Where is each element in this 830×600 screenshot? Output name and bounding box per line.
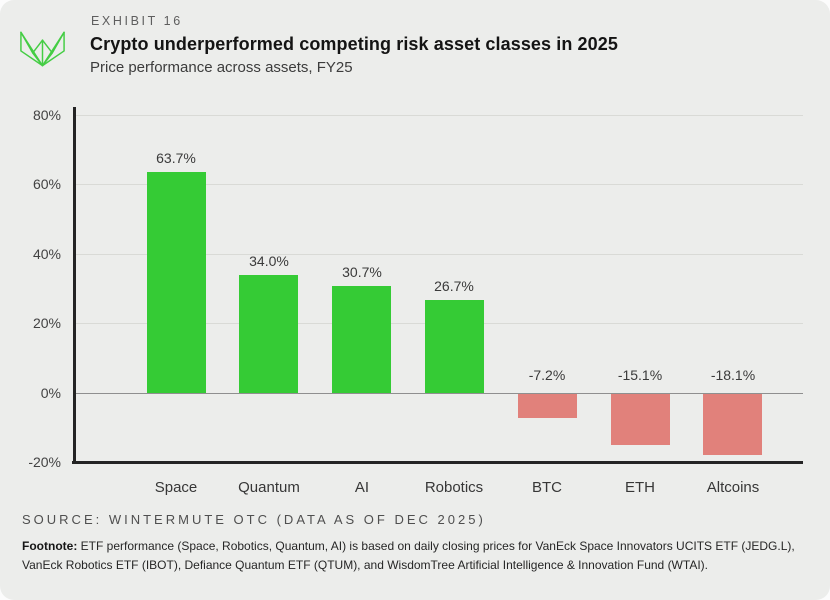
x-category-label: ETH — [625, 479, 655, 496]
bar-btc — [518, 393, 577, 418]
bar-value-label: 34.0% — [249, 253, 289, 269]
footnote: Footnote: ETF performance (Space, Roboti… — [22, 537, 814, 574]
footnote-text: ETF performance (Space, Robotics, Quantu… — [22, 539, 795, 572]
y-tick-label: 20% — [32, 315, 61, 331]
x-category-label: Quantum — [238, 479, 300, 496]
y-gridline — [73, 115, 803, 116]
bar-ai — [332, 286, 391, 393]
x-category-label: Robotics — [424, 479, 484, 496]
x-axis-line — [72, 460, 803, 464]
y-gridline — [73, 184, 803, 185]
bar-eth — [611, 393, 670, 445]
footnote-label: Footnote: — [22, 539, 78, 553]
source-line: SOURCE: WINTERMUTE OTC (DATA AS OF DEC 2… — [22, 512, 486, 527]
x-category-label: Space — [154, 479, 198, 496]
page-title: Crypto underperformed competing risk ass… — [90, 34, 618, 54]
y-tick-label: 40% — [32, 246, 61, 262]
bar-value-label: 26.7% — [434, 278, 474, 294]
y-axis-line — [73, 107, 76, 464]
wintermute-logo-icon — [20, 31, 65, 67]
bar-value-label: -15.1% — [617, 367, 663, 383]
x-category-label: AI — [354, 479, 370, 496]
x-category-label: Altcoins — [706, 479, 760, 496]
y-gridline — [73, 254, 803, 255]
y-tick-label: 60% — [32, 176, 61, 192]
bar-value-label: -18.1% — [710, 367, 756, 383]
bar-value-label: 30.7% — [342, 264, 382, 280]
bar-value-label: 63.7% — [156, 150, 196, 166]
y-tick-label: 0% — [40, 385, 61, 401]
bar-robotics — [425, 300, 484, 393]
y-tick-label: -20% — [28, 454, 61, 470]
exhibit-label: EXHIBIT 16 — [91, 14, 183, 28]
page-subtitle: Price performance across assets, FY25 — [90, 59, 353, 76]
bar-value-label: -7.2% — [528, 367, 566, 383]
zero-line — [73, 393, 803, 394]
bar-quantum — [239, 274, 298, 393]
bar-space — [147, 171, 206, 393]
y-tick-label: 80% — [32, 107, 61, 123]
x-category-label: BTC — [532, 479, 562, 496]
bar-altcoins — [703, 393, 762, 456]
